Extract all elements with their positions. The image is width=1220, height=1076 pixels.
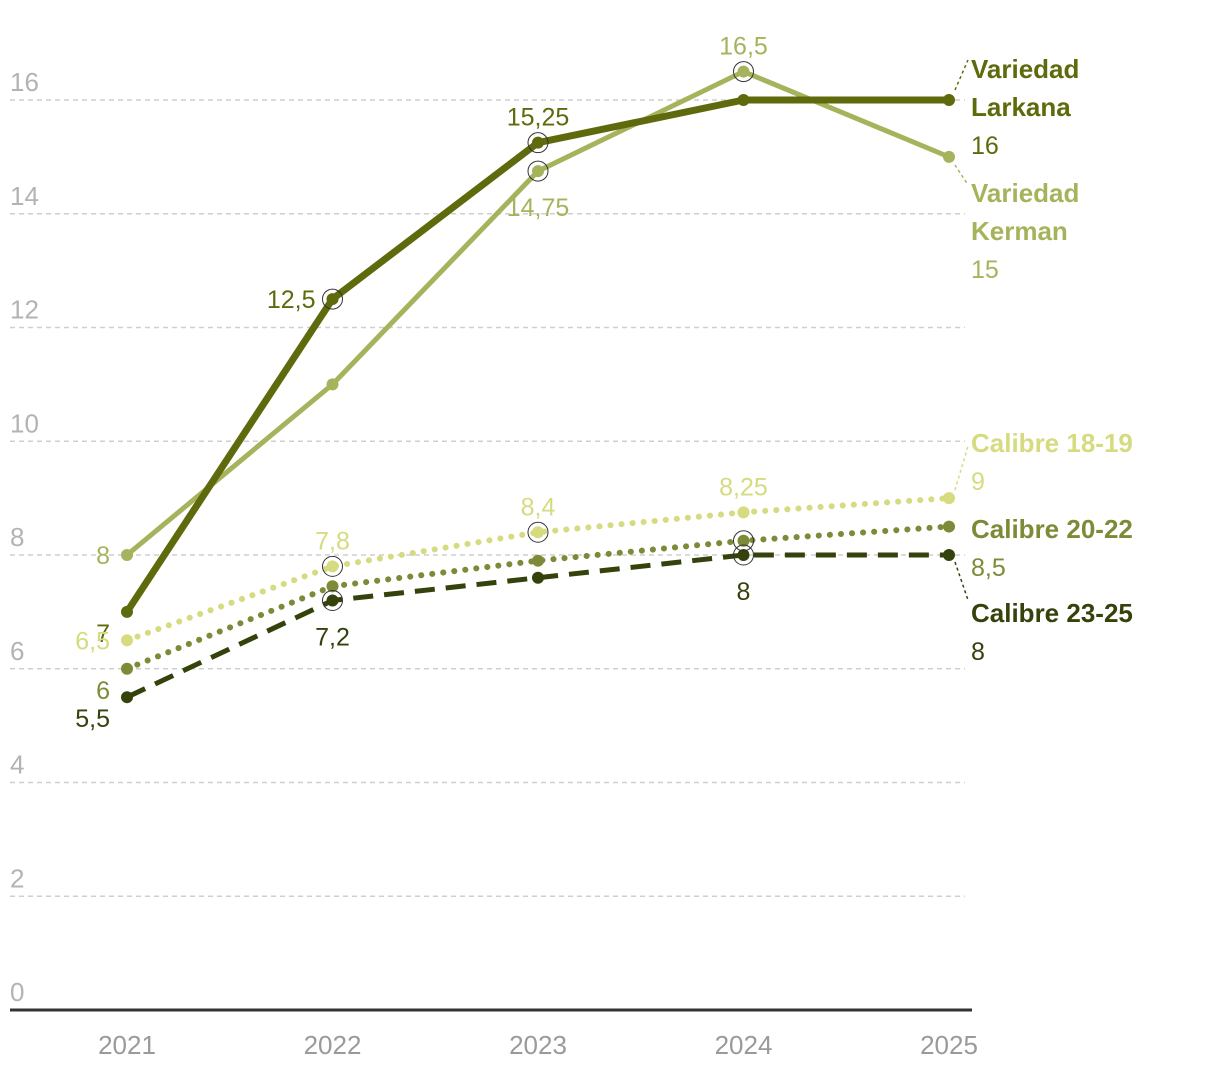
legend-series-name: Calibre 20-22 xyxy=(971,514,1133,544)
x-axis-ticks: 2021 2022 2023 2024 2025 xyxy=(98,1030,978,1060)
data-point xyxy=(737,506,750,519)
data-point xyxy=(532,526,544,539)
x-tick-label: 2025 xyxy=(920,1030,978,1060)
y-tick-label: 4 xyxy=(10,750,24,780)
legend-series-name: Variedad xyxy=(971,178,1079,208)
data-labels: 8 14,75 16,5 7 12,5 15,25 6,5 7,8 8,4 8,25 65,5 7,2… xyxy=(75,33,768,734)
point-highlight-ring xyxy=(322,590,343,611)
legend-series-name: Larkana xyxy=(971,92,1071,122)
data-label: 8,25 xyxy=(719,473,768,501)
data-point xyxy=(943,549,955,561)
point-highlight-ring xyxy=(527,160,549,182)
y-tick-label: 14 xyxy=(10,181,39,211)
legend-last-value: 8 xyxy=(971,638,985,666)
data-point xyxy=(326,594,339,607)
data-point xyxy=(943,94,955,106)
y-tick-label: 8 xyxy=(10,522,24,552)
point-highlight-ring xyxy=(733,61,754,83)
legend-series-name: Variedad xyxy=(971,54,1079,84)
data-label: 8 xyxy=(96,542,110,570)
legend-series-name: Kerman xyxy=(971,216,1068,246)
point-highlight-ring xyxy=(733,544,754,566)
data-label: 7,8 xyxy=(315,527,350,555)
data-point xyxy=(326,293,339,306)
legend-series-name: Calibre 18-19 xyxy=(971,428,1133,458)
data-point xyxy=(737,534,750,547)
gridlines xyxy=(10,99,965,897)
y-tick-label: 16 xyxy=(10,67,39,97)
point-highlight-ring xyxy=(527,521,549,543)
series-markers xyxy=(121,61,955,704)
x-tick-label: 2022 xyxy=(304,1030,362,1060)
data-label: 7,2 xyxy=(315,624,350,652)
data-point xyxy=(532,554,544,567)
legend-last-value: 15 xyxy=(971,256,999,284)
x-tick-label: 2023 xyxy=(509,1030,567,1060)
data-point xyxy=(943,520,955,533)
y-axis-ticks: 0 2 4 6 8 10 12 14 16 xyxy=(10,67,39,1007)
legend-connector xyxy=(954,561,969,601)
data-point xyxy=(121,605,133,618)
data-label: 7 xyxy=(96,620,110,648)
data-point xyxy=(737,65,750,78)
data-point xyxy=(121,634,133,647)
series-line xyxy=(124,495,952,644)
point-highlight-ring xyxy=(733,530,754,552)
legend-last-value: 16 xyxy=(971,132,999,160)
y-tick-label: 6 xyxy=(10,636,24,666)
series-line xyxy=(124,523,952,672)
data-label: 15,25 xyxy=(507,104,570,132)
data-point xyxy=(326,560,339,573)
data-point xyxy=(326,378,339,391)
data-point xyxy=(121,691,133,704)
data-point xyxy=(943,492,955,505)
legend-connector xyxy=(954,164,969,186)
legend-connector xyxy=(954,59,969,91)
data-label: 14,75 xyxy=(507,194,570,222)
y-tick-label: 10 xyxy=(10,408,39,438)
point-highlight-ring xyxy=(322,288,343,310)
data-label: 8,4 xyxy=(521,493,556,521)
legend-series-name: Calibre 23-25 xyxy=(971,598,1133,628)
data-point xyxy=(326,580,339,593)
data-point xyxy=(737,549,750,561)
data-point xyxy=(532,165,544,178)
point-highlight-ring xyxy=(527,132,549,154)
data-point xyxy=(532,136,544,149)
point-highlight-ring xyxy=(322,555,343,577)
data-point xyxy=(532,571,544,584)
x-tick-label: 2021 xyxy=(98,1030,156,1060)
data-label: 6,5 xyxy=(75,627,110,655)
legend-connector xyxy=(954,445,969,491)
data-label: 8 xyxy=(737,578,751,606)
data-point xyxy=(121,549,133,561)
data-label: 16,5 xyxy=(719,33,768,61)
x-tick-label: 2024 xyxy=(715,1030,773,1060)
legend: Variedad Larkana 16 Variedad Kerman 15 Calibre… xyxy=(954,54,1133,666)
data-label: 12,5 xyxy=(267,286,316,314)
data-label: 6 xyxy=(96,677,110,705)
y-tick-label: 2 xyxy=(10,863,24,893)
y-tick-label: 12 xyxy=(10,295,39,325)
data-point xyxy=(737,94,750,106)
legend-last-value: 9 xyxy=(971,468,985,496)
y-tick-label: 0 xyxy=(10,977,24,1007)
data-point xyxy=(943,150,955,163)
data-label: 5,5 xyxy=(75,705,110,733)
data-point xyxy=(121,662,133,675)
legend-last-value: 8,5 xyxy=(971,554,1006,582)
